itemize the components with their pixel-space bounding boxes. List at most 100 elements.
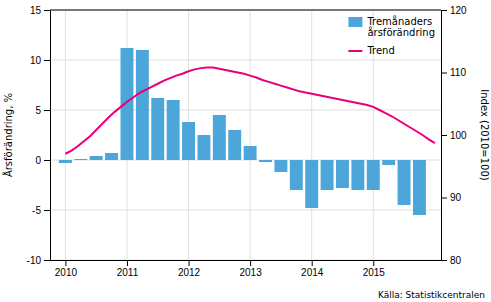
- tick-label: 110: [450, 67, 466, 78]
- bar: [59, 160, 72, 163]
- annotation: Källa: Statistikcentralen: [378, 290, 485, 300]
- bar: [228, 130, 241, 160]
- y2-axis: 80 90 100 110 120: [441, 5, 467, 266]
- legend-swatch: [348, 50, 362, 52]
- grid-line: [50, 60, 441, 61]
- tick-mark: [44, 10, 50, 11]
- bar: [167, 100, 180, 160]
- legend-item: Tremånadersårsförändring: [348, 15, 435, 39]
- bar: [182, 122, 195, 160]
- y-axis-title: Årsförändring, %: [2, 93, 14, 177]
- tick-mark: [44, 110, 50, 111]
- tick-label: 0: [35, 155, 41, 166]
- marks: [59, 48, 435, 215]
- bar: [413, 160, 426, 215]
- tick: 2015: [363, 260, 386, 278]
- tick: 2014: [301, 260, 324, 278]
- tick-label: 2011: [117, 267, 139, 278]
- grid-line: [250, 10, 251, 260]
- grid-line: [50, 210, 441, 211]
- tick-mark: [65, 260, 66, 266]
- legend-label-line: Trend: [366, 45, 394, 56]
- tick-mark: [44, 60, 50, 61]
- bar: [244, 146, 257, 160]
- bar: [398, 160, 411, 205]
- tick-label: 80: [450, 255, 462, 266]
- tick: 2012: [178, 260, 201, 278]
- y-axis: -10 -5 0 5 10 15: [27, 5, 51, 266]
- tick-label: 100: [450, 130, 467, 141]
- legend-label: Tremånadersårsförändring: [366, 15, 435, 39]
- bar: [136, 50, 149, 160]
- grid-line: [50, 260, 441, 261]
- axis-line: [51, 260, 442, 261]
- chart: 2010 2011 2012 2013 2014 2015 -10 -5 0 5 10 15 80 90 1…: [0, 0, 491, 302]
- tick-mark: [127, 260, 128, 266]
- tick: -5: [32, 205, 50, 216]
- tick: 2013: [239, 260, 262, 278]
- tick-label: 2013: [239, 267, 262, 278]
- bar: [121, 48, 134, 160]
- tick-label: 2015: [363, 267, 386, 278]
- bar: [197, 135, 210, 160]
- tick-label: 10: [30, 55, 42, 66]
- legend-label-line: årsförändring: [367, 26, 435, 38]
- tick-mark: [441, 10, 447, 11]
- bar: [367, 160, 380, 190]
- tick-mark: [44, 210, 50, 211]
- legend: Tremånadersårsförändring Trend: [348, 15, 435, 56]
- tick-label: 5: [35, 105, 41, 116]
- tick-label: 120: [450, 5, 467, 16]
- tick: -10: [27, 255, 50, 266]
- tick: 80: [441, 255, 462, 266]
- grid-line: [50, 110, 441, 111]
- bar: [274, 160, 287, 172]
- tick-label: -5: [32, 205, 41, 216]
- bar: [290, 160, 303, 190]
- tick-label: 2010: [55, 267, 78, 278]
- tick: 0: [35, 155, 50, 166]
- bar: [305, 160, 318, 208]
- tick-mark: [189, 260, 190, 266]
- bar: [213, 115, 226, 160]
- tick: 5: [35, 105, 50, 116]
- tick: 2011: [117, 260, 139, 278]
- legend-label: Trend: [366, 45, 394, 56]
- tick-mark: [44, 160, 50, 161]
- tick: 15: [30, 5, 50, 16]
- tick: 90: [441, 192, 462, 203]
- bar: [90, 156, 103, 160]
- tick-mark: [441, 73, 447, 74]
- frame-line: [50, 10, 441, 11]
- tick-mark: [441, 135, 447, 136]
- bar: [105, 153, 118, 160]
- tick-mark: [373, 260, 374, 266]
- grid-line: [65, 10, 66, 260]
- x-axis: 2010 2011 2012 2013 2014 2015: [51, 260, 442, 278]
- tick: 2010: [55, 260, 78, 278]
- bar: [74, 159, 87, 160]
- grid-line: [311, 10, 312, 260]
- axis-line: [50, 11, 51, 261]
- tick: 100: [441, 130, 467, 141]
- bar: [351, 160, 364, 190]
- tick: 10: [30, 55, 50, 66]
- tick-label: 2012: [178, 267, 201, 278]
- bar: [336, 160, 349, 188]
- y2-axis-title: Index (2010=100): [479, 89, 490, 181]
- bar: [321, 160, 334, 190]
- grid-line: [50, 10, 441, 11]
- tick-mark: [250, 260, 251, 266]
- legend-label-line: Tremånaders: [366, 15, 432, 27]
- grid: [50, 10, 441, 260]
- tick-label: 2014: [301, 267, 324, 278]
- legend-swatch: [348, 17, 362, 27]
- tick-mark: [312, 260, 313, 266]
- tick-label: 15: [30, 5, 42, 16]
- legend-item: Trend: [348, 45, 394, 56]
- tick-mark: [441, 198, 447, 199]
- tick-label: -10: [27, 255, 42, 266]
- bar: [382, 160, 395, 165]
- trend-line: [65, 68, 434, 154]
- tick-mark: [44, 260, 50, 261]
